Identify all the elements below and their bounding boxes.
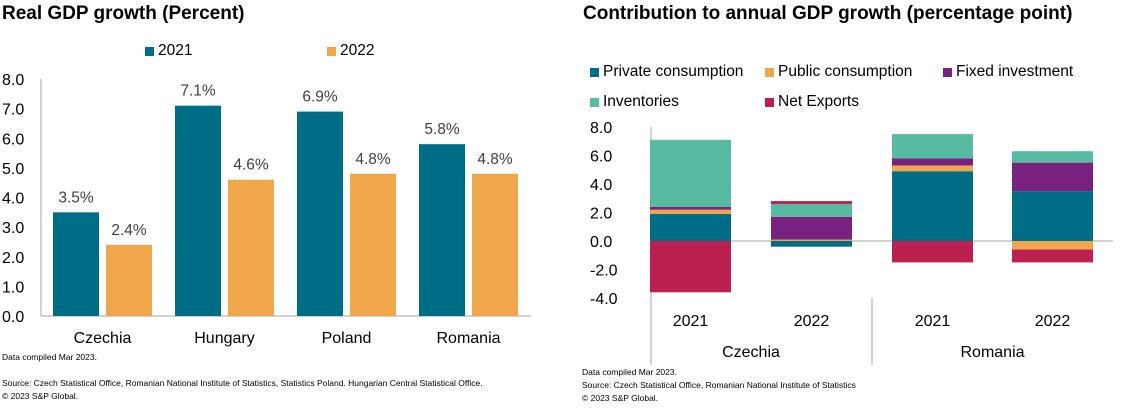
y-tick-label: -4.0 <box>590 291 618 308</box>
segment-fixed-investment-romania-2022 <box>1012 162 1093 192</box>
segment-inventories-romania-2021 <box>892 134 973 159</box>
x-tick-label: 2022 <box>1035 313 1071 330</box>
y-tick-label: 6.0 <box>590 149 612 166</box>
bar-2022-czechia <box>106 244 152 316</box>
group-label: Romania <box>960 344 1024 361</box>
data-label: 6.9% <box>302 89 338 106</box>
segment-private-consumption-czechia-2022 <box>771 241 852 247</box>
legend-swatch-2021 <box>145 46 154 56</box>
y-tick-label: 4.0 <box>590 177 612 194</box>
y-tick-label: 2.0 <box>2 250 24 267</box>
y-tick-label: 0.0 <box>590 234 612 251</box>
chart2-legend-public-consumption: Public consumption <box>765 63 912 81</box>
chart2-footnote-copyright: © 2023 S&P Global. <box>582 393 659 403</box>
chart1-legend-2021: 2021 <box>145 42 192 60</box>
legend-label: Fixed investment <box>956 63 1074 80</box>
legend-swatch-fixed <box>943 67 952 77</box>
chart1-plot: 0.0 1.0 2.0 3.0 4.0 5.0 6.0 7.0 8.0 3.5% 2.4% Czech… <box>2 72 531 347</box>
segment-public-consumption-romania-2022 <box>1012 241 1093 250</box>
legend-label: Inventories <box>603 93 679 110</box>
x-tick-label: 2021 <box>673 313 709 330</box>
chart2-legend-private-consumption: Private consumption <box>590 63 743 81</box>
legend-swatch-net-exports <box>765 97 774 107</box>
segment-private-consumption-romania-2022 <box>1012 191 1093 241</box>
x-tick-label: 2022 <box>794 313 830 330</box>
legend-label: Private consumption <box>603 63 744 80</box>
y-tick-label: 4.0 <box>2 191 24 208</box>
segment-net-exports-czechia-2021 <box>650 241 731 293</box>
legend-label: Public consumption <box>778 63 913 80</box>
chart2-legend-net-exports: Net Exports <box>765 93 859 111</box>
bar-2022-poland <box>350 173 396 316</box>
data-label: 2.4% <box>111 222 147 239</box>
segment-inventories-czechia-2022 <box>771 203 852 217</box>
bar-2022-hungary <box>228 179 274 316</box>
bar-2021-romania <box>419 144 465 316</box>
y-tick-label: 8.0 <box>2 72 24 89</box>
y-tick-label: 0.0 <box>2 309 24 326</box>
chart2-footnote-source: Source: Czech Statistical Office, Romani… <box>582 380 856 390</box>
bar-2021-czechia <box>53 212 99 316</box>
bar-2021-poland <box>297 111 343 317</box>
y-tick-label: 3.0 <box>2 220 24 237</box>
y-tick-label: 7.0 <box>2 102 24 119</box>
chart2-legend-fixed-investment: Fixed investment <box>943 63 1073 81</box>
segment-fixed-investment-czechia-2021 <box>650 206 731 210</box>
y-tick-label: 2.0 <box>590 206 612 223</box>
legend-label: 2021 <box>158 42 193 59</box>
segment-net-exports-romania-2021 <box>892 241 973 263</box>
chart1-legend-2022: 2022 <box>327 42 374 60</box>
chart1-title: Real GDP growth (Percent) <box>2 3 245 24</box>
x-tick-label: Poland <box>322 330 372 347</box>
chart1-footnote-compiled: Data compiled Mar 2023. <box>2 352 97 362</box>
segment-fixed-investment-romania-2021 <box>892 158 973 166</box>
y-tick-label: 8.0 <box>590 120 612 137</box>
data-label: 7.1% <box>180 83 216 100</box>
x-tick-label: 2021 <box>915 313 951 330</box>
chart1-footnote-source: Source: Czech Statistical Office, Romani… <box>2 378 483 388</box>
segment-private-consumption-romania-2021 <box>892 171 973 241</box>
legend-swatch-inventories <box>590 97 599 107</box>
chart1-footnote-copyright: © 2023 S&P Global. <box>2 391 79 401</box>
x-tick-label: Hungary <box>194 330 254 347</box>
segment-fixed-investment-czechia-2022 <box>771 216 852 240</box>
y-tick-label: 6.0 <box>2 131 24 148</box>
y-tick-label: 5.0 <box>2 161 24 178</box>
segment-net-exports-czechia-2022 <box>771 201 852 204</box>
chart2-plot: -4.0 -2.0 0.0 2.0 4.0 6.0 8.0 2021 2022 2021 2022 C… <box>590 120 1113 365</box>
segment-public-consumption-romania-2021 <box>892 165 973 172</box>
data-label: 4.8% <box>355 151 391 168</box>
legend-swatch-public <box>765 67 774 77</box>
x-tick-label: Romania <box>436 330 500 347</box>
segment-public-consumption-czechia-2021 <box>650 209 731 214</box>
group-label: Czechia <box>722 344 780 361</box>
y-tick-label: -2.0 <box>590 263 618 280</box>
legend-swatch-2022 <box>327 46 336 56</box>
legend-swatch-private <box>590 67 599 77</box>
legend-label: Net Exports <box>778 93 859 110</box>
chart2-footnote-compiled: Data compiled Mar 2023. <box>582 367 677 377</box>
segment-private-consumption-czechia-2021 <box>650 213 731 241</box>
y-tick-label: 1.0 <box>2 279 24 296</box>
bar-2021-hungary <box>175 105 221 316</box>
data-label: 4.6% <box>233 157 269 174</box>
segment-public-consumption-czechia-2022 <box>771 239 852 241</box>
chart2-legend-inventories: Inventories <box>590 93 679 111</box>
data-label: 3.5% <box>58 189 94 206</box>
x-tick-label: Czechia <box>74 330 132 347</box>
segment-net-exports-romania-2022 <box>1012 249 1093 263</box>
chart2-title: Contribution to annual GDP growth (perce… <box>583 3 1073 24</box>
segment-inventories-czechia-2021 <box>650 139 731 207</box>
data-label: 5.8% <box>424 121 460 138</box>
segment-inventories-romania-2022 <box>1012 151 1093 163</box>
bar-2022-romania <box>472 173 518 316</box>
legend-label: 2022 <box>340 42 375 59</box>
data-label: 4.8% <box>477 151 513 168</box>
